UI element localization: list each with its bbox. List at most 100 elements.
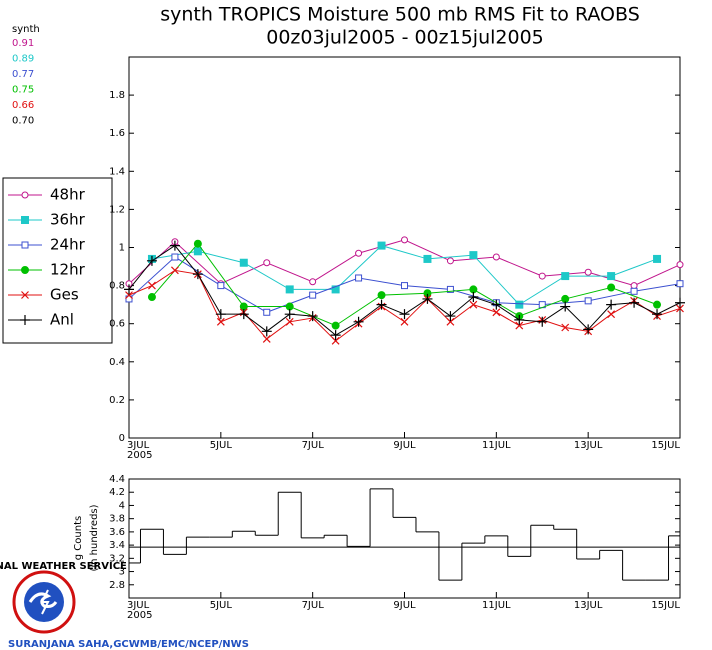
data-point (652, 309, 663, 320)
data-point (285, 302, 294, 311)
data-point (125, 291, 133, 300)
series-mean: 0.70 (12, 116, 34, 127)
data-point (170, 266, 179, 275)
data-point (239, 258, 248, 267)
y-axis-label: (in hundreds) (89, 504, 100, 571)
data-point (148, 281, 156, 290)
x-tick-label: 15JUL (651, 440, 680, 451)
y-tick-label: 4.4 (109, 474, 125, 485)
series-mean: 0.91 (12, 38, 34, 49)
data-point (238, 309, 249, 320)
y-tick-label: 1.6 (109, 128, 125, 139)
data-point (653, 300, 662, 309)
series-line (151, 245, 658, 306)
y-tick-label: 3.4 (109, 540, 125, 551)
data-point (330, 330, 341, 341)
logo-text: NATIONAL WEATHER SERVICE (0, 561, 127, 572)
data-point (147, 293, 156, 302)
y-tick-label: 0.2 (109, 395, 125, 406)
data-point (353, 316, 364, 327)
chart-title: synth TROPICS Moisture 500 mb RMS Fit to… (160, 4, 640, 26)
data-point (377, 241, 386, 250)
x-tick-label: 11JUL (482, 600, 511, 611)
x-year-label: 2005 (127, 450, 152, 461)
footer: SURANJANA SAHA,GCWMB/EMC/NCEP/NWS (8, 639, 249, 650)
legend-label: Ges (50, 286, 79, 304)
data-point (309, 291, 317, 299)
plot-frame-bottom (128, 478, 681, 599)
data-point (377, 291, 386, 300)
series-mean: 0.75 (12, 85, 34, 96)
legend-label: 36hr (50, 211, 86, 229)
data-point (401, 282, 408, 290)
data-point (422, 293, 433, 304)
legend-label: 12hr (50, 261, 86, 279)
data-point (583, 324, 594, 335)
legend-box (2, 177, 113, 344)
data-point (675, 297, 685, 308)
plot-frame (128, 56, 681, 439)
data-point (446, 257, 454, 265)
data-point (607, 310, 616, 319)
y-tick-label: 1.8 (109, 90, 125, 101)
data-point (676, 261, 684, 269)
series-line (151, 242, 658, 327)
y-tick-label: 2.8 (109, 580, 125, 591)
data-point (399, 309, 410, 320)
y-axis-label: g Counts (73, 516, 84, 560)
x-tick-label: 9JUL (393, 440, 416, 451)
series-line (128, 269, 681, 342)
data-point (401, 236, 408, 244)
data-point (262, 335, 271, 343)
data-point (215, 309, 226, 320)
x-tick-label: 9JUL (393, 600, 416, 611)
data-point (676, 304, 684, 313)
data-point (606, 299, 617, 310)
data-point (607, 272, 616, 281)
legend-marker (21, 191, 29, 199)
y-tick-label: 4.2 (109, 487, 125, 498)
data-point (629, 297, 640, 308)
x-tick-label: 5JUL (210, 440, 233, 451)
data-point (331, 285, 340, 294)
y-tick-label: 4 (119, 500, 125, 511)
data-point (169, 240, 180, 251)
data-point (285, 285, 294, 294)
stats-title: synth (12, 24, 40, 35)
data-point (263, 308, 271, 316)
data-point (491, 299, 502, 310)
data-point (560, 301, 571, 312)
legend-marker (21, 216, 29, 224)
chart-subtitle: 00z03jul2005 - 00z15jul2005 (266, 27, 544, 49)
data-point (446, 285, 454, 293)
y-tick-label: 0.4 (109, 357, 125, 368)
y-tick-label: 3.6 (109, 527, 125, 538)
data-point (538, 272, 546, 280)
data-point (561, 272, 570, 281)
data-point (263, 259, 271, 267)
legend-marker (21, 241, 29, 249)
legend-label: 48hr (50, 186, 86, 204)
data-point (285, 317, 294, 326)
data-point (492, 308, 501, 317)
data-point (284, 309, 295, 320)
x-tick-label: 5JUL (210, 600, 233, 611)
x-tick-label: 11JUL (482, 440, 511, 451)
data-point (146, 255, 157, 266)
series-mean: 0.77 (12, 69, 34, 80)
data-point (469, 251, 478, 260)
data-point (630, 282, 638, 290)
data-point (376, 299, 387, 310)
data-point (307, 311, 318, 322)
series-mean: 0.89 (12, 54, 34, 65)
data-point (193, 247, 202, 256)
x-tick-label: 7JUL (302, 600, 325, 611)
x-tick-label: 13JUL (574, 600, 603, 611)
data-point (309, 278, 317, 286)
legend-label: Anl (50, 311, 74, 329)
legend-marker (21, 291, 29, 299)
legend-marker (20, 315, 30, 325)
x-tick-label: 15JUL (651, 600, 680, 611)
data-point (515, 321, 524, 330)
data-point (124, 284, 134, 295)
